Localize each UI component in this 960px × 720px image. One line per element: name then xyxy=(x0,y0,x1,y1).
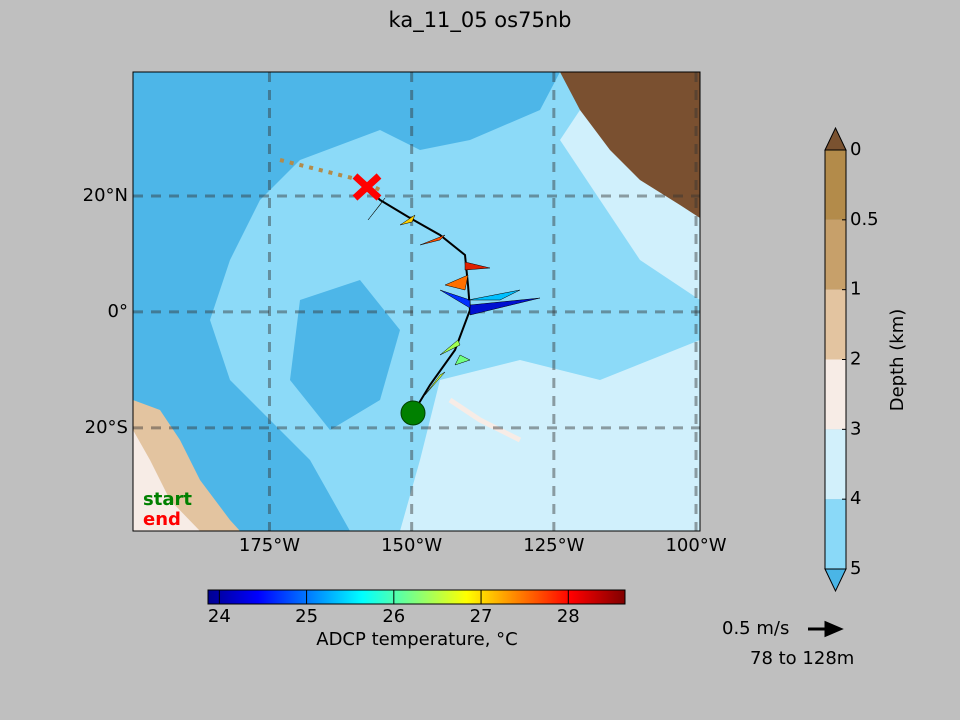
end-label: end xyxy=(143,509,181,530)
start-label: start xyxy=(143,489,192,510)
colorbar-tick-label: 4 xyxy=(850,488,861,509)
colorbar-tick-label: 3 xyxy=(850,418,861,439)
ship-track xyxy=(366,186,541,414)
y-tick-label: 20°N xyxy=(83,185,128,206)
start-marker xyxy=(400,400,426,426)
temperature-colorbar xyxy=(207,589,626,605)
depth-colorbar-label: Depth (km) xyxy=(887,309,908,412)
x-tick-label: 125°W xyxy=(523,535,584,556)
y-tick-label: 20°S xyxy=(85,417,128,438)
x-tick-label: 150°W xyxy=(381,535,442,556)
end-marker xyxy=(352,173,382,201)
colorbar-segment xyxy=(825,219,846,290)
colorbar-tick-label: 0.5 xyxy=(850,209,879,230)
x-tick-label: 175°W xyxy=(239,535,300,556)
depth-range: 78 to 128m xyxy=(750,648,854,669)
colorbar-tick-label: 2 xyxy=(850,349,861,370)
colorbar-tick-label: 27 xyxy=(470,606,493,627)
colorbar-segment xyxy=(825,150,846,220)
colorbar-tick-label: 5 xyxy=(850,558,861,579)
map-background xyxy=(133,72,700,531)
colorbar-tick-label: 26 xyxy=(382,606,405,627)
map-frame xyxy=(132,71,701,532)
y-tick-label: 0° xyxy=(108,301,128,322)
colorbar-segment xyxy=(825,289,846,360)
colorbar-tick-label: 25 xyxy=(295,606,318,627)
title: ka_11_05 os75nb xyxy=(389,8,572,33)
colorbar-tick-label: 1 xyxy=(850,279,861,300)
colorbar-segment xyxy=(825,499,846,569)
colorbar-extend xyxy=(824,568,847,593)
scale-arrow xyxy=(808,620,844,638)
colorbar-segment xyxy=(825,359,846,430)
colorbar-tick-label: 28 xyxy=(557,606,580,627)
colorbar-segment xyxy=(825,429,846,500)
colorbar-tick-label: 0 xyxy=(850,139,861,160)
colorbar-tick-label: 24 xyxy=(208,606,231,627)
x-tick-label: 100°W xyxy=(665,535,726,556)
temperature-colorbar-label: ADCP temperature, °C xyxy=(316,629,517,650)
colorbar-extend xyxy=(824,126,847,151)
scale-label: 0.5 m/s xyxy=(722,618,789,639)
